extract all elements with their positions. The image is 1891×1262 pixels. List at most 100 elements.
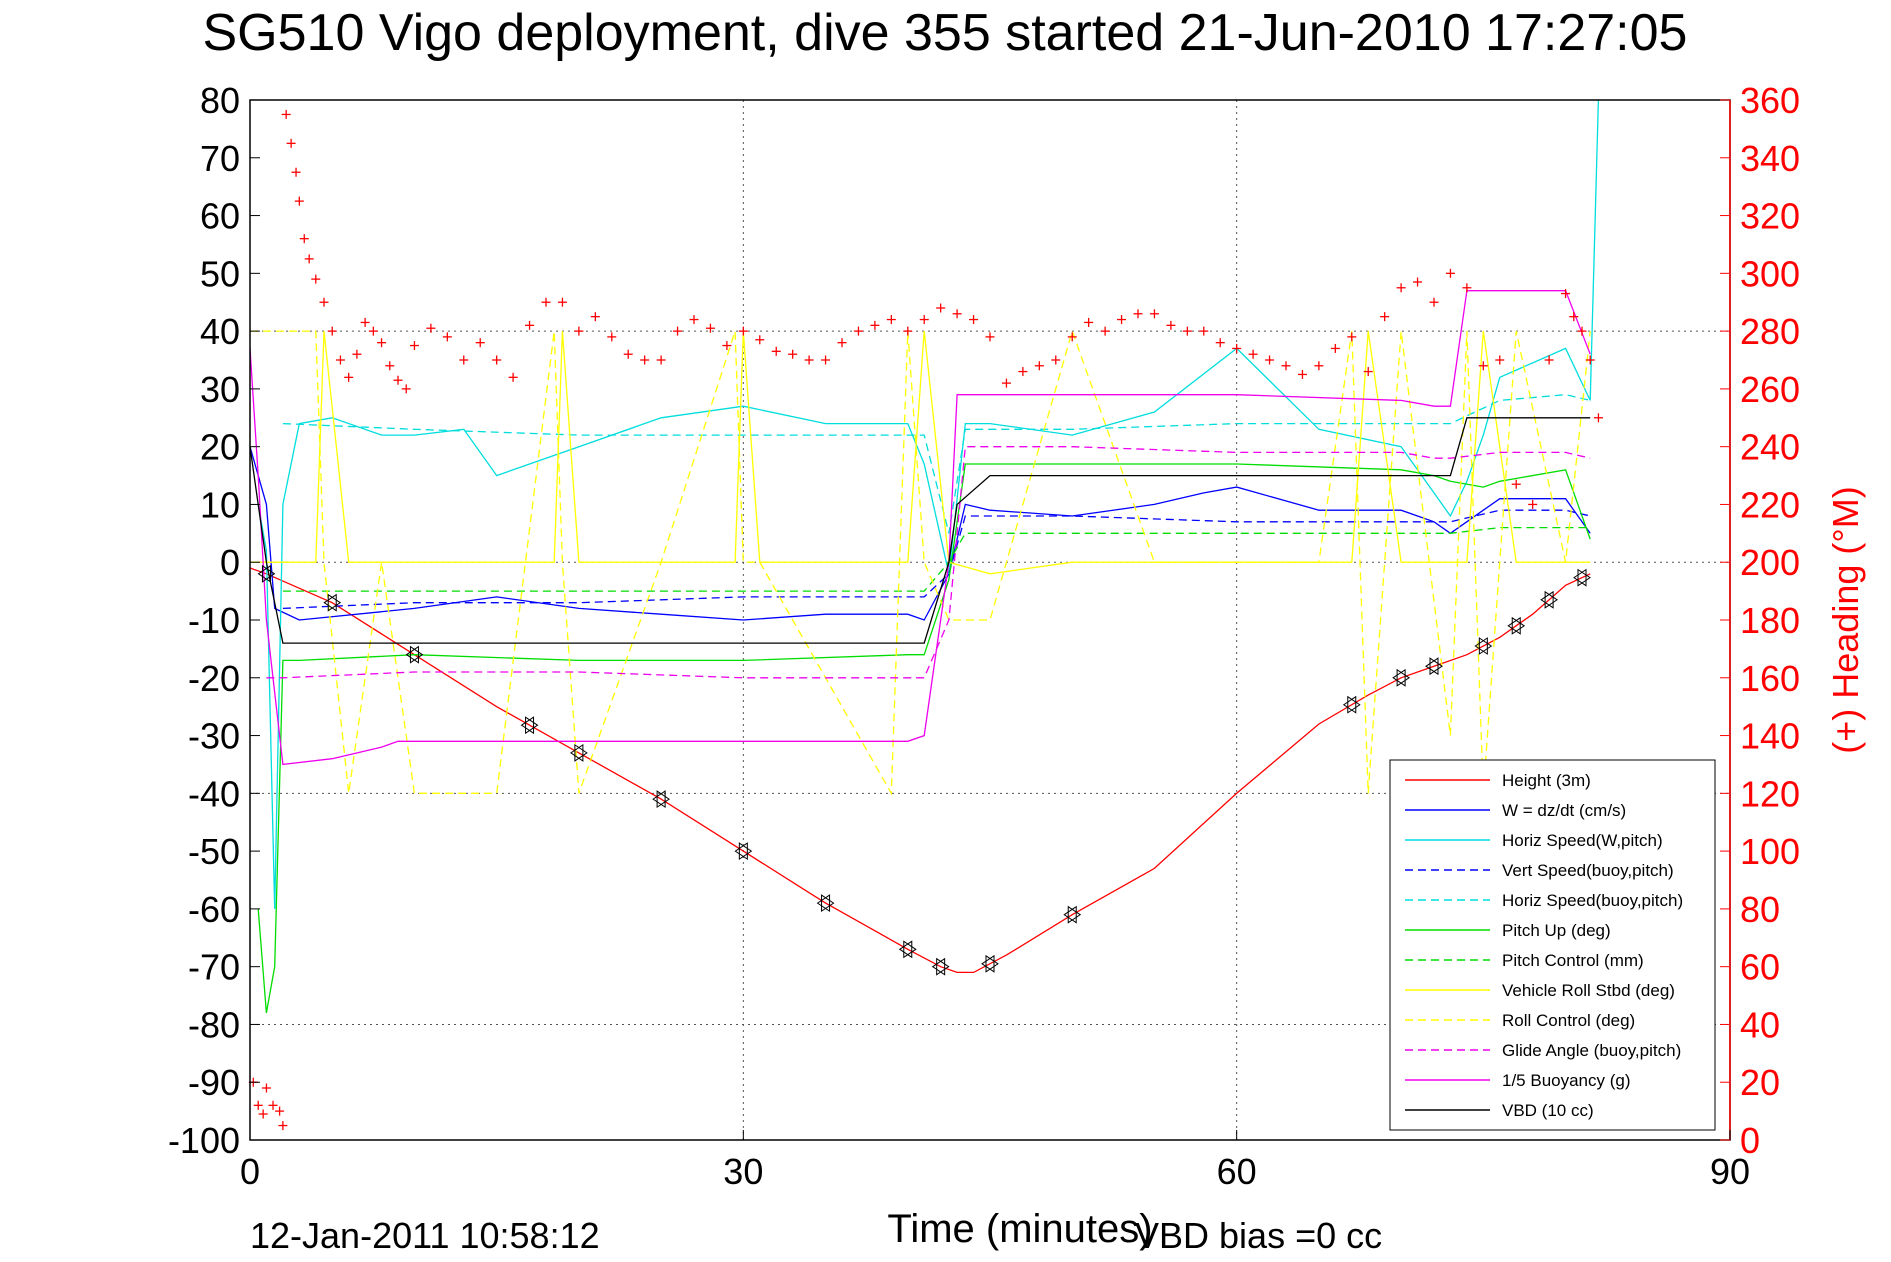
heading-marker [1330, 343, 1340, 353]
depth-marker [257, 564, 271, 583]
depth-marker [985, 954, 999, 973]
legend-label: Roll Control (deg) [1502, 1011, 1635, 1030]
legend-label: 1/5 Buoyancy (g) [1502, 1071, 1631, 1090]
depth-marker [569, 743, 584, 762]
heading-marker [278, 1121, 288, 1131]
x-tick-label: 60 [1217, 1151, 1257, 1192]
heading-marker [281, 109, 291, 119]
heading-marker [541, 297, 551, 307]
depth-marker [1063, 905, 1077, 924]
depth-marker [1342, 695, 1357, 714]
heading-marker [1528, 499, 1538, 509]
series-line-8 [250, 331, 1591, 575]
y-tick-label: 20 [200, 427, 240, 468]
heading-marker [1199, 326, 1209, 336]
y2-tick-label: 160 [1740, 658, 1800, 699]
y2-tick-label: 280 [1740, 311, 1800, 352]
depth-marker [1478, 637, 1493, 655]
heading-marker [870, 320, 880, 330]
heading-marker [722, 341, 732, 351]
heading-marker [985, 332, 995, 342]
heading-marker [1396, 283, 1406, 293]
y-tick-label: 80 [200, 80, 240, 121]
heading-marker [409, 341, 419, 351]
heading-marker [401, 384, 411, 394]
heading-marker [788, 349, 798, 359]
heading-marker [377, 338, 387, 348]
legend-label: Height (3m) [1502, 771, 1591, 790]
heading-marker [640, 355, 650, 365]
heading-marker [258, 1109, 268, 1119]
y-tick-label: -10 [188, 600, 240, 641]
heading-marker [1544, 355, 1554, 365]
heading-marker [1100, 326, 1110, 336]
y2-axis-label: (+) Heading (°M) [1825, 486, 1866, 753]
heading-marker [574, 326, 584, 336]
depth-marker [1474, 637, 1488, 655]
y-tick-label: 30 [200, 369, 240, 410]
heading-marker [623, 349, 633, 359]
y2-tick-label: 0 [1740, 1120, 1760, 1161]
y2-tick-label: 20 [1740, 1062, 1780, 1103]
depth-marker [327, 593, 342, 612]
heading-marker [352, 349, 362, 359]
y2-tick-label: 180 [1740, 600, 1800, 641]
heading-marker [1001, 378, 1011, 388]
heading-marker [385, 361, 395, 371]
y2-tick-label: 100 [1740, 831, 1800, 872]
heading-marker [291, 167, 301, 177]
y-tick-label: 50 [200, 253, 240, 294]
depth-marker [821, 894, 835, 913]
depth-marker [738, 842, 753, 861]
heading-marker [261, 1083, 271, 1093]
heading-marker [1215, 338, 1225, 348]
depth-marker [1347, 695, 1361, 714]
heading-marker [1561, 289, 1571, 299]
x-axis-label: Time (minutes) [887, 1207, 1152, 1251]
heading-marker [1232, 343, 1242, 353]
depth-marker [816, 894, 831, 913]
heading-marker [360, 317, 370, 327]
y2-tick-label: 240 [1740, 427, 1800, 468]
series-line-3 [257, 99, 1600, 909]
heading-marker [557, 297, 567, 307]
heading-marker [1117, 315, 1127, 325]
series-line-1 [249, 567, 1591, 974]
heading-marker [837, 338, 847, 348]
heading-marker [903, 326, 913, 336]
heading-marker [1051, 355, 1061, 365]
heading-marker [1265, 355, 1275, 365]
heading-marker [286, 138, 296, 148]
y-tick-label: -30 [188, 716, 240, 757]
heading-marker [1478, 361, 1488, 371]
series-line-12 [249, 417, 1591, 644]
y-tick-label: -100 [168, 1120, 240, 1161]
series-line-6 [257, 463, 1591, 1014]
heading-marker [327, 326, 337, 336]
series-line-5 [282, 394, 1591, 534]
heading-marker [1429, 297, 1439, 307]
series-line-7 [282, 526, 1591, 592]
y2-tick-label: 320 [1740, 196, 1800, 237]
depth-marker [981, 954, 995, 973]
heading-marker [804, 355, 814, 365]
depth-marker [574, 743, 588, 762]
heading-marker [853, 326, 863, 336]
heading-marker [1495, 355, 1505, 365]
y-tick-label: -40 [188, 773, 240, 814]
y2-tick-label: 60 [1740, 947, 1780, 988]
heading-marker [1034, 361, 1044, 371]
depth-marker [525, 716, 539, 735]
heading-marker [952, 309, 962, 319]
heading-marker [368, 326, 378, 336]
heading-marker [304, 254, 314, 264]
legend-label: Pitch Control (mm) [1502, 951, 1644, 970]
heading-marker [393, 375, 403, 385]
y2-tick-label: 200 [1740, 542, 1800, 583]
chart-title: SG510 Vigo deployment, dive 355 started … [203, 4, 1688, 62]
heading-marker [253, 1100, 263, 1110]
heading-marker [1569, 312, 1579, 322]
heading-marker [1018, 367, 1028, 377]
heading-marker [1380, 312, 1390, 322]
heading-marker [268, 1100, 278, 1110]
